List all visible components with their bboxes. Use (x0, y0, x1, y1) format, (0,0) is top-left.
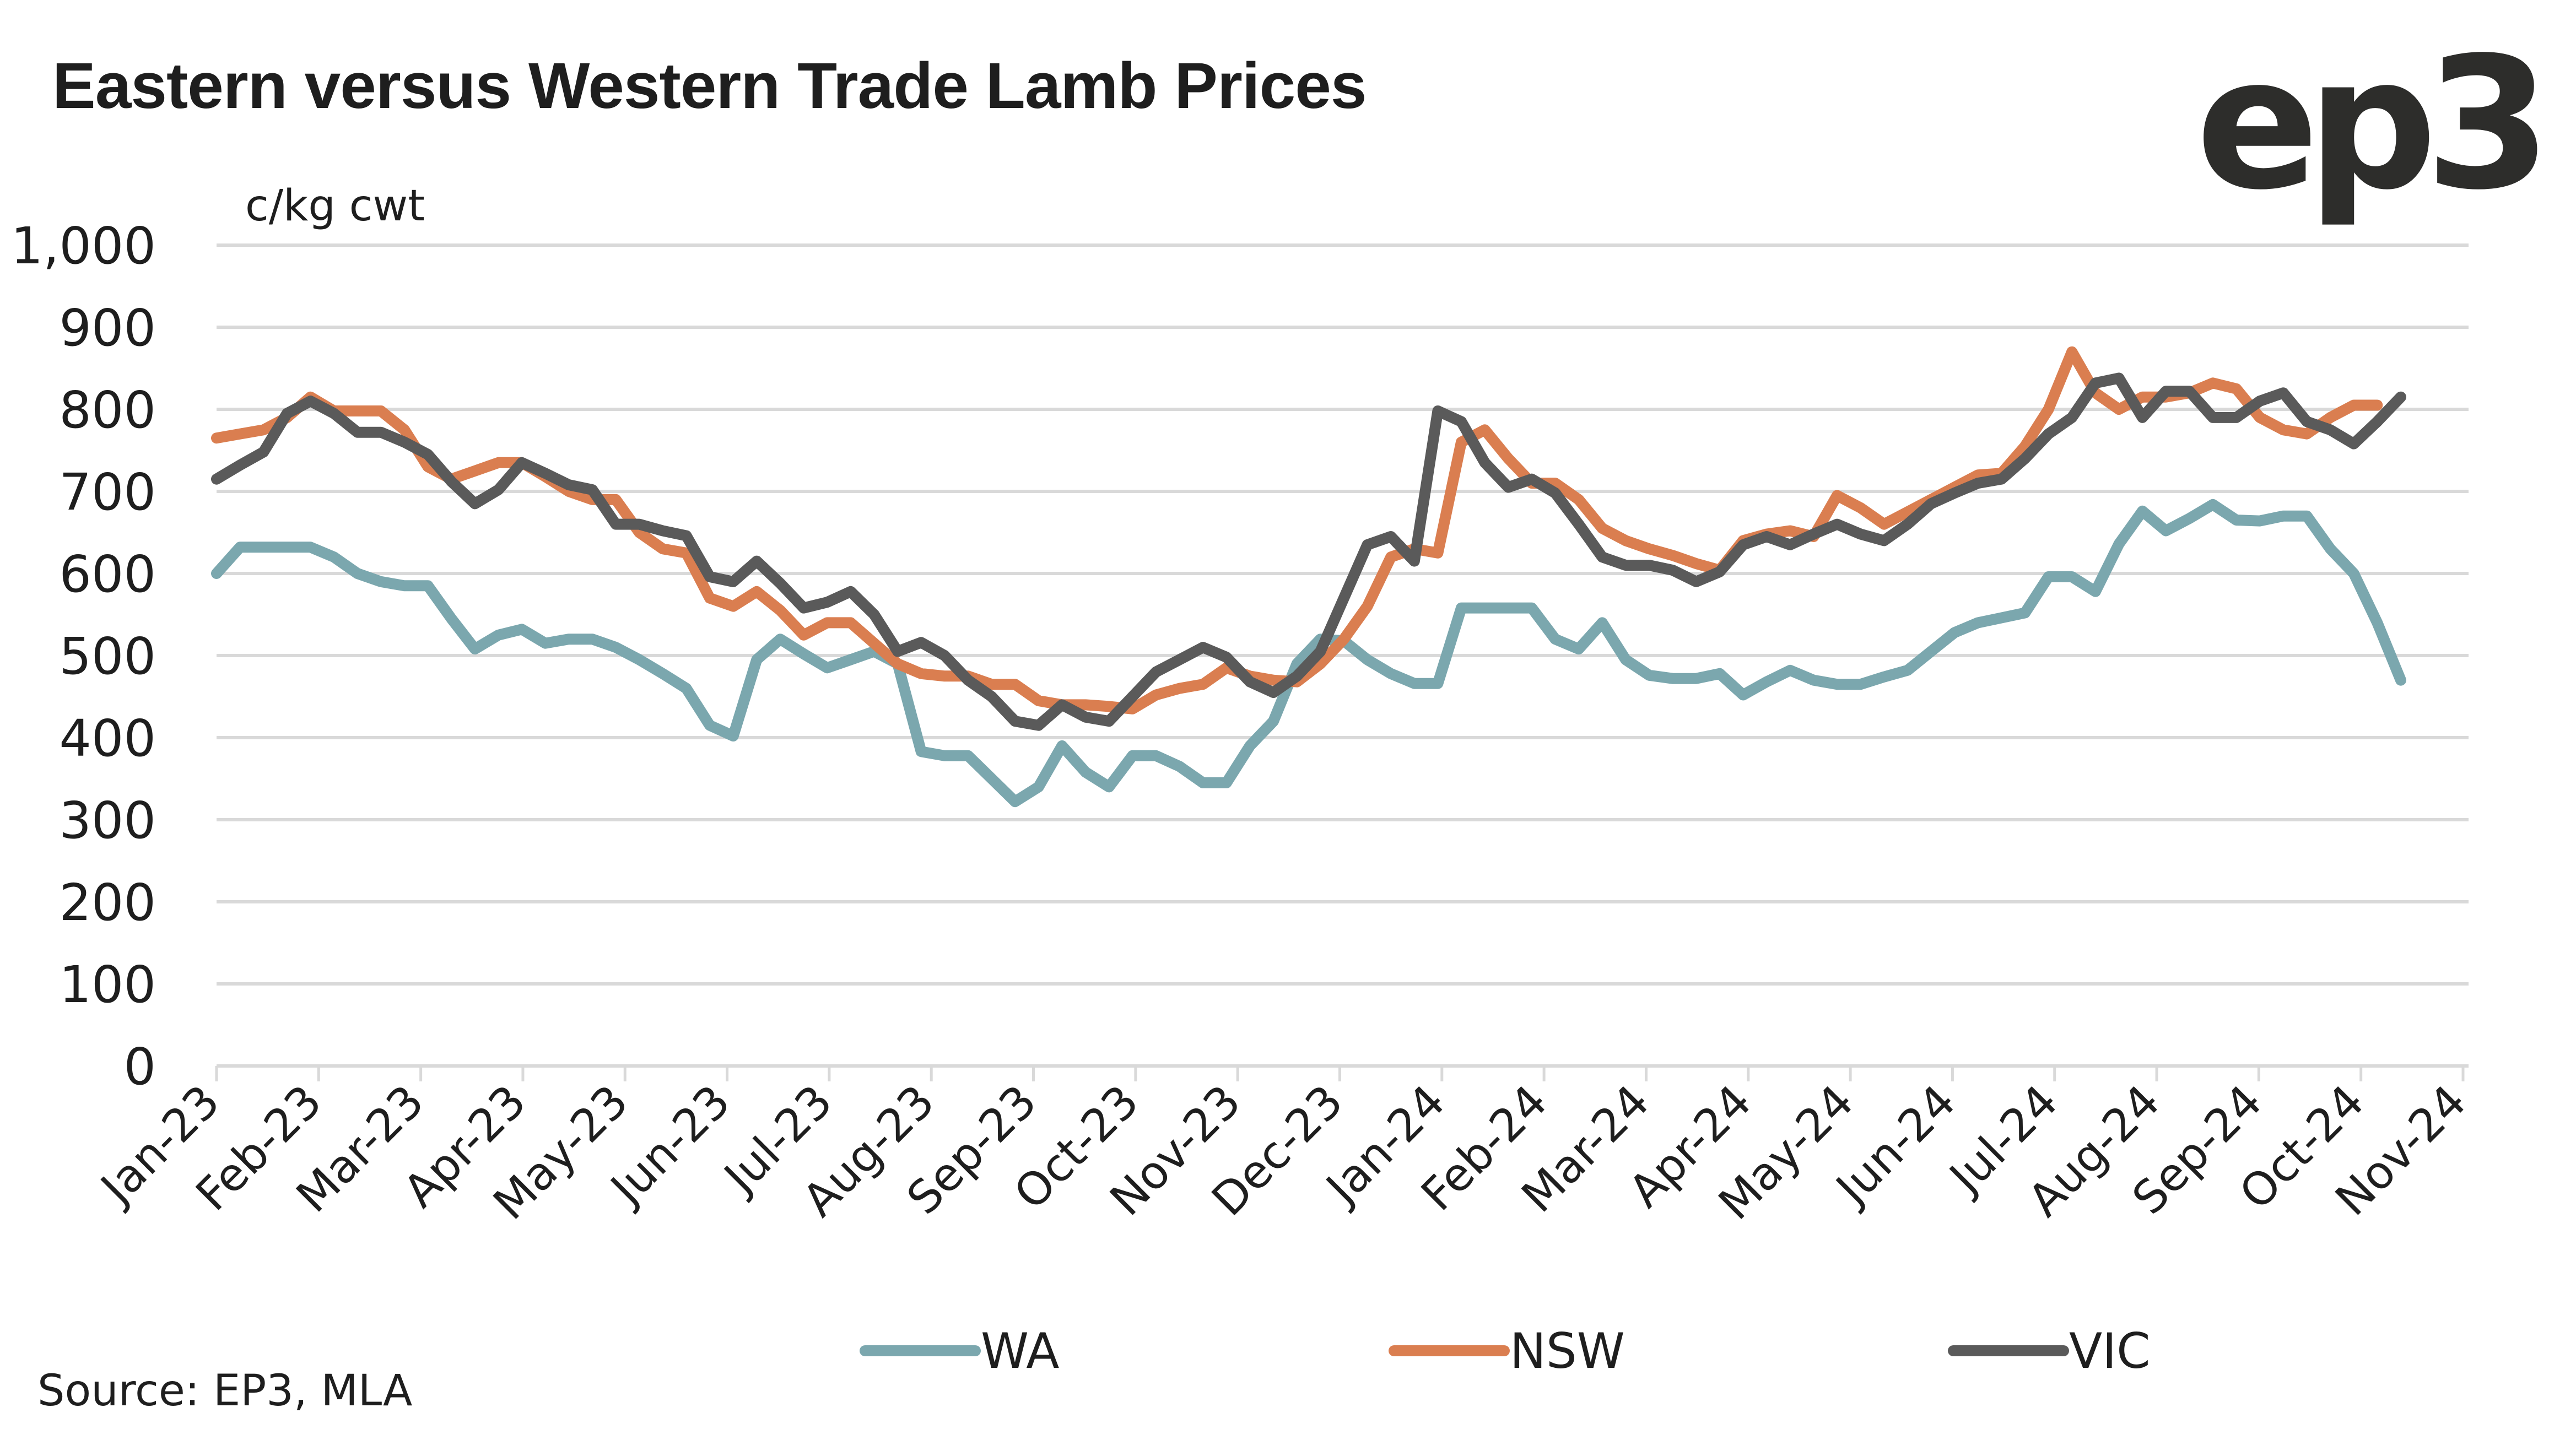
legend-label-wa: WA (981, 1323, 1059, 1379)
y-tick-label: 600 (59, 545, 156, 604)
y-tick-label: 0 (123, 1037, 156, 1096)
chart-title: Eastern versus Western Trade Lamb Prices (52, 50, 1367, 122)
ep3-logo: ep3 (2196, 18, 2552, 230)
y-tick-label: 1,000 (11, 216, 156, 275)
y-tick-label: 900 (59, 299, 156, 358)
y-tick-label: 100 (59, 955, 156, 1014)
legend: WA NSW VIC (860, 1323, 2151, 1379)
x-axis: Jan-23Feb-23Mar-23Apr-23May-23Jun-23Jul-… (89, 1066, 2476, 1230)
y-tick-label: 500 (59, 627, 156, 686)
gridlines (217, 243, 2469, 1068)
y-axis-ticks: 0 100 200 300 400 500 600 700 800 900 1,000 (11, 216, 156, 1096)
legend-label-nsw: NSW (1510, 1323, 1625, 1379)
y-tick-label: 200 (59, 873, 156, 932)
y-tick-label: 300 (59, 791, 156, 850)
y-axis-unit-label: c/kg cwt (245, 181, 425, 231)
source-note: Source: EP3, MLA (37, 1366, 413, 1416)
series-line-wa (211, 499, 2406, 808)
y-tick-label: 400 (59, 709, 156, 768)
y-tick-label: 800 (59, 381, 156, 440)
series-line-vic (211, 372, 2406, 731)
legend-label-vic: VIC (2069, 1323, 2151, 1379)
y-tick-label: 700 (59, 463, 156, 522)
series-lines (211, 346, 2406, 808)
